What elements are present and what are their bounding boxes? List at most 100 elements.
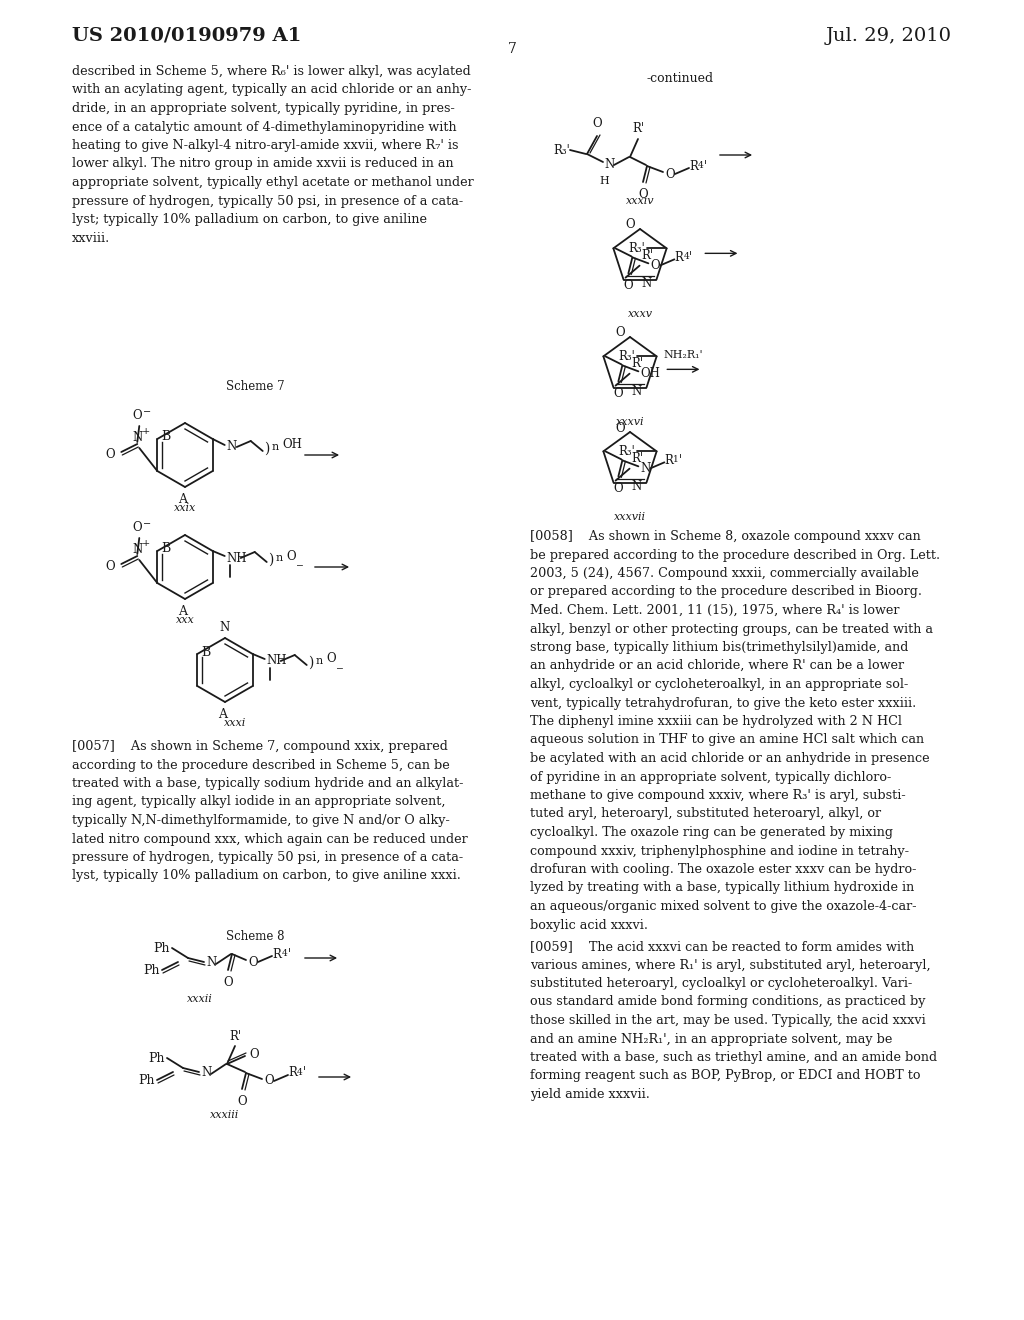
Text: _: _: [297, 553, 302, 566]
Text: O: O: [650, 259, 660, 272]
Text: ': ': [679, 454, 682, 467]
Text: n: n: [275, 553, 283, 564]
Text: B: B: [162, 430, 171, 444]
Text: xxxvi: xxxvi: [615, 417, 644, 426]
Text: [0057]    As shown in Scheme 7, compound xxix, prepared
according to the procedu: [0057] As shown in Scheme 7, compound xx…: [72, 741, 468, 883]
Text: N: N: [206, 957, 216, 969]
Text: B: B: [202, 645, 211, 659]
Text: N: N: [132, 543, 142, 556]
Text: R: R: [665, 454, 673, 467]
Text: N: N: [604, 157, 614, 170]
Text: O: O: [638, 187, 648, 201]
Text: O: O: [613, 387, 624, 400]
Text: Ph: Ph: [143, 964, 160, 977]
Text: 4: 4: [282, 949, 288, 958]
Text: [0059]    The acid xxxvi can be reacted to form amides with
various amines, wher: [0059] The acid xxxvi can be reacted to …: [530, 940, 937, 1101]
Text: ): ): [264, 442, 269, 455]
Text: R₃': R₃': [617, 445, 635, 458]
Text: O: O: [624, 280, 633, 292]
Text: ': ': [705, 160, 708, 173]
Text: 4: 4: [698, 161, 703, 170]
Text: xxxv: xxxv: [628, 309, 652, 319]
Text: R: R: [689, 160, 698, 173]
Text: −: −: [143, 408, 152, 417]
Text: +: +: [142, 539, 151, 548]
Text: described in Scheme 5, where R₆' is lower alkyl, was acylated
with an acylating : described in Scheme 5, where R₆' is lowe…: [72, 65, 474, 244]
Text: H: H: [599, 176, 609, 186]
Text: NH₂R₁': NH₂R₁': [664, 350, 703, 360]
Text: O: O: [615, 421, 625, 434]
Text: A: A: [218, 708, 227, 721]
Text: O: O: [665, 168, 675, 181]
Text: OH: OH: [283, 438, 302, 451]
Text: xxxi: xxxi: [224, 718, 246, 729]
Text: R': R': [642, 248, 653, 261]
Text: O: O: [592, 117, 602, 129]
Text: O: O: [264, 1074, 273, 1088]
Text: R: R: [272, 948, 281, 961]
Text: O: O: [132, 521, 142, 535]
Text: -continued: -continued: [646, 73, 714, 84]
Text: US 2010/0190979 A1: US 2010/0190979 A1: [72, 26, 301, 45]
Text: O: O: [615, 326, 625, 339]
Text: NH: NH: [226, 552, 247, 565]
Text: Jul. 29, 2010: Jul. 29, 2010: [826, 26, 952, 45]
Text: N: N: [220, 620, 230, 634]
Text: 7: 7: [508, 42, 516, 55]
Text: O: O: [105, 449, 116, 462]
Text: O: O: [238, 1096, 247, 1107]
Text: A: A: [178, 605, 187, 618]
Text: N: N: [201, 1067, 211, 1080]
Text: xxx: xxx: [176, 615, 195, 624]
Text: O: O: [613, 482, 624, 495]
Text: N: N: [132, 432, 142, 444]
Text: NH: NH: [266, 655, 287, 668]
Text: Scheme 7: Scheme 7: [225, 380, 285, 393]
Text: N: N: [641, 277, 651, 290]
Text: [0058]    As shown in Scheme 8, oxazole compound xxxv can
be prepared according : [0058] As shown in Scheme 8, oxazole com…: [530, 531, 940, 932]
Text: O: O: [626, 219, 635, 231]
Text: _: _: [337, 656, 343, 669]
Text: R': R': [632, 451, 643, 465]
Text: Ph: Ph: [138, 1073, 155, 1086]
Text: 4: 4: [683, 252, 689, 261]
Text: OH: OH: [640, 367, 660, 380]
Text: O: O: [105, 561, 116, 573]
Text: ): ): [308, 656, 313, 671]
Text: xxxiv: xxxiv: [626, 195, 654, 206]
Text: N: N: [226, 441, 237, 454]
Text: R₃': R₃': [628, 242, 645, 255]
Text: ): ): [267, 553, 273, 568]
Text: −: −: [143, 520, 152, 529]
Text: O: O: [327, 652, 336, 665]
Text: O: O: [248, 956, 258, 969]
Text: n: n: [271, 442, 279, 451]
Text: O: O: [223, 975, 232, 989]
Text: +: +: [142, 426, 151, 436]
Text: R': R': [632, 121, 644, 135]
Text: R': R': [229, 1030, 241, 1043]
Text: Ph: Ph: [154, 941, 170, 954]
Text: Scheme 8: Scheme 8: [225, 931, 285, 942]
Text: A: A: [178, 492, 187, 506]
Text: R': R': [632, 356, 643, 370]
Text: Ph: Ph: [148, 1052, 165, 1064]
Text: N: N: [631, 385, 641, 399]
Text: xxix: xxix: [174, 503, 197, 513]
Text: N: N: [640, 462, 650, 475]
Text: xxxvii: xxxvii: [614, 512, 646, 521]
Text: 4: 4: [297, 1068, 303, 1077]
Text: N: N: [631, 480, 641, 494]
Text: 1: 1: [674, 455, 679, 465]
Text: ': ': [689, 251, 692, 264]
Text: xxxiii: xxxiii: [210, 1110, 240, 1119]
Text: ': ': [303, 1067, 306, 1080]
Text: R: R: [288, 1067, 297, 1080]
Text: R₃': R₃': [617, 350, 635, 363]
Text: ': ': [288, 948, 291, 961]
Text: O: O: [249, 1048, 259, 1060]
Text: R: R: [675, 251, 683, 264]
Text: O: O: [287, 549, 296, 562]
Text: R₃': R₃': [553, 144, 570, 157]
Text: B: B: [162, 543, 171, 556]
